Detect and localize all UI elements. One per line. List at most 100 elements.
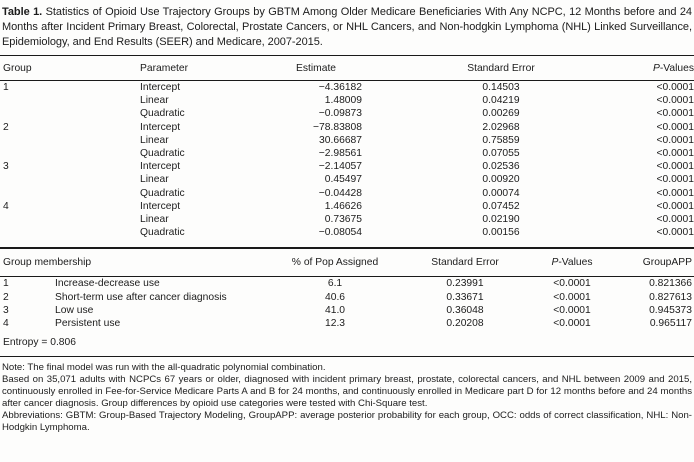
cell-parameter: Quadratic	[140, 227, 185, 239]
cell-standard-error: 0.00156	[482, 227, 520, 239]
cell-p-value: <0.0001	[656, 82, 694, 94]
table-row: Linear 0.73675 0.02190 <0.0001	[0, 213, 694, 226]
cell-pop-assigned: 41.0	[324, 304, 346, 316]
cell-group	[0, 134, 137, 147]
cell-parameter: Quadratic	[140, 108, 185, 120]
cell-standard-error: 0.75859	[482, 134, 520, 146]
cell-group-label: Persistent use	[55, 317, 121, 329]
cell-pop-assigned: 12.3	[324, 317, 346, 329]
header-standard-error: Standard Error	[390, 248, 541, 278]
cell-group	[0, 94, 137, 107]
cell-group-number: 2	[3, 291, 9, 303]
table-row: 2 Intercept −78.83808 2.02968 <0.0001	[0, 121, 694, 134]
cell-standard-error: 0.07452	[482, 200, 520, 212]
cell-group: 1	[3, 82, 9, 94]
cell-standard-error: 0.02190	[482, 213, 520, 225]
cell-estimate: 1.46626	[324, 200, 362, 212]
cell-estimate: −0.04428	[318, 187, 362, 199]
table-row: 3 Low use 41.0 0.36048 <0.0001 0.945373	[0, 304, 694, 317]
table-row: Quadratic −0.08054 0.00156 <0.0001	[0, 226, 694, 239]
cell-standard-error: 0.00920	[482, 174, 520, 186]
cell-group-app: 0.827613	[649, 291, 693, 303]
table-caption: Table 1. Statistics of Opioid Use Trajec…	[0, 3, 694, 55]
cell-group-label: Low use	[55, 304, 94, 316]
cell-parameter: Quadratic	[140, 148, 185, 160]
table-row: Linear 1.48009 0.04219 <0.0001	[0, 94, 694, 107]
cell-standard-error: 0.14503	[482, 82, 520, 94]
cell-p-value: <0.0001	[656, 213, 694, 225]
cell-standard-error: 0.02536	[482, 161, 520, 173]
cell-group	[0, 226, 137, 239]
cell-parameter: Linear	[140, 174, 169, 186]
table-footnotes: Note: The final model was run with the a…	[0, 357, 694, 434]
cell-p-value: <0.0001	[656, 148, 694, 160]
cell-group-label: Short-term use after cancer diagnosis	[55, 291, 227, 303]
cell-pop-assigned: 40.6	[324, 291, 346, 303]
table-row: 4 Intercept 1.46626 0.07452 <0.0001	[0, 200, 694, 213]
cell-group	[0, 187, 137, 200]
cell-parameter: Linear	[140, 213, 169, 225]
table-row: Quadratic −0.09873 0.00269 <0.0001	[0, 107, 694, 120]
table-row: 2 Short-term use after cancer diagnosis …	[0, 290, 694, 303]
trajectory-parameters-table: Group Parameter Estimate Standard Error …	[0, 55, 694, 239]
cell-parameter: Intercept	[140, 82, 181, 94]
cell-p-value: <0.0001	[656, 108, 694, 120]
cell-group	[0, 147, 137, 160]
cell-estimate: −4.36182	[318, 82, 362, 94]
table-caption-text: Statistics of Opioid Use Trajectory Grou…	[2, 6, 692, 48]
cell-p-value: <0.0001	[553, 291, 591, 303]
cell-standard-error: 2.02968	[482, 121, 520, 133]
cell-group: 4	[3, 200, 9, 212]
cell-estimate: −78.83808	[313, 121, 362, 133]
cell-estimate: 30.66687	[319, 134, 362, 146]
cell-standard-error: 0.20208	[446, 317, 484, 329]
entropy-note: Entropy = 0.806	[0, 330, 694, 357]
cell-parameter: Linear	[140, 134, 169, 146]
table-row: 1 Intercept −4.36182 0.14503 <0.0001	[0, 81, 694, 95]
cell-standard-error: 0.07055	[482, 148, 520, 160]
cell-p-value: <0.0001	[656, 187, 694, 199]
cell-group: 3	[3, 161, 9, 173]
footnote-abbreviations: Abbreviations: GBTM: Group-Based Traject…	[2, 410, 692, 433]
cell-p-value: <0.0001	[553, 304, 591, 316]
cell-standard-error: 0.36048	[446, 304, 484, 316]
cell-group	[0, 173, 137, 186]
cell-estimate: 1.48009	[324, 95, 362, 107]
table-number-label: Table 1.	[2, 6, 43, 18]
footnote-model-note: Note: The final model was run with the a…	[2, 362, 326, 373]
cell-standard-error: 0.04219	[482, 95, 520, 107]
header-p-values: P-Values	[540, 248, 605, 278]
header-parameter: Parameter	[137, 55, 270, 81]
cell-group	[0, 107, 137, 120]
header-standard-error: Standard Error	[362, 55, 640, 81]
cell-estimate: −2.14057	[318, 161, 362, 173]
cell-standard-error: 0.23991	[446, 278, 484, 290]
table-row: 4 Persistent use 12.3 0.20208 <0.0001 0.…	[0, 317, 694, 330]
cell-group	[0, 213, 137, 226]
cell-parameter: Intercept	[140, 161, 181, 173]
cell-p-value: <0.0001	[656, 227, 694, 239]
cell-group-app: 0.945373	[649, 304, 693, 316]
header-group: Group	[0, 55, 137, 81]
cell-group-number: 1	[3, 278, 9, 290]
cell-pop-assigned: 6.1	[327, 278, 343, 290]
table-row: Linear 30.66687 0.75859 <0.0001	[0, 134, 694, 147]
cell-p-value: <0.0001	[656, 200, 694, 212]
cell-parameter: Intercept	[140, 121, 181, 133]
header-p-values: P-Values	[640, 55, 694, 81]
table-row: 3 Intercept −2.14057 0.02536 <0.0001	[0, 160, 694, 173]
cell-p-value: <0.0001	[656, 95, 694, 107]
cell-group-number: 4	[3, 317, 9, 329]
cell-group-number: 3	[3, 304, 9, 316]
table-row: Quadratic −0.04428 0.00074 <0.0001	[0, 187, 694, 200]
cell-group-label: Increase-decrease use	[55, 278, 160, 290]
table-row: Quadratic −2.98561 0.07055 <0.0001	[0, 147, 694, 160]
header-pop-assigned: % of Pop Assigned	[280, 248, 391, 278]
header-estimate: Estimate	[270, 55, 362, 81]
table-header-row: Group membership % of Pop Assigned Stand…	[0, 248, 694, 278]
table-header-row: Group Parameter Estimate Standard Error …	[0, 55, 694, 81]
cell-standard-error: 0.00269	[482, 108, 520, 120]
cell-estimate: −0.09873	[318, 108, 362, 120]
cell-standard-error: 0.33671	[446, 291, 484, 303]
